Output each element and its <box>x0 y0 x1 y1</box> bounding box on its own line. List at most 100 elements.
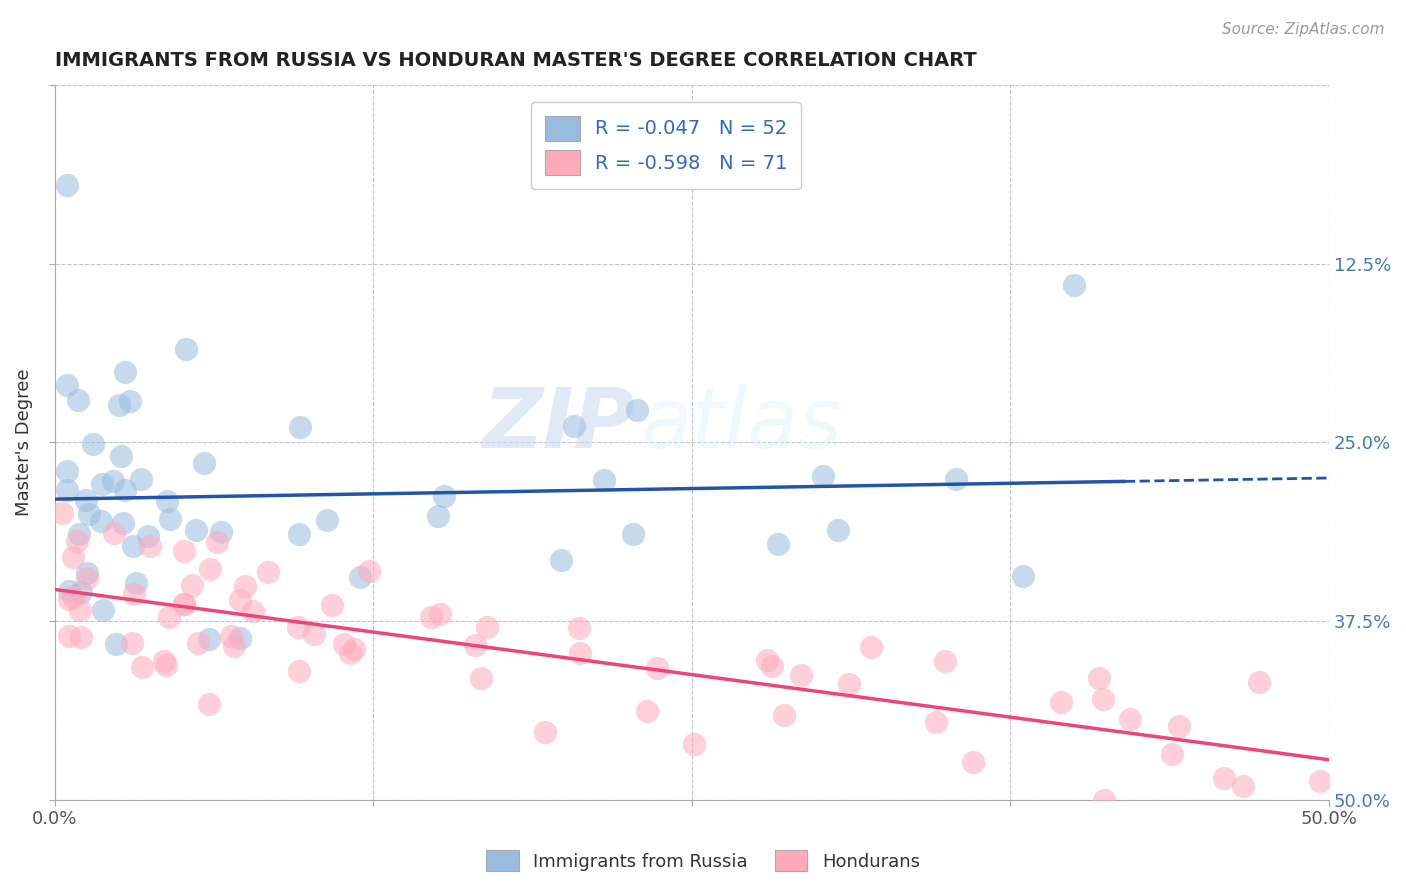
Point <box>756 653 779 667</box>
Point <box>75 493 97 508</box>
Point <box>1119 712 1142 726</box>
Point <box>429 607 451 621</box>
Point <box>343 642 366 657</box>
Point <box>1012 569 1035 583</box>
Point <box>761 659 783 673</box>
Point <box>70 630 93 644</box>
Point <box>470 672 492 686</box>
Point <box>66 534 89 549</box>
Legend: Immigrants from Russia, Hondurans: Immigrants from Russia, Hondurans <box>479 843 927 879</box>
Point <box>925 714 948 729</box>
Point <box>229 631 252 645</box>
Point <box>316 513 339 527</box>
Point <box>93 603 115 617</box>
Point <box>56 178 79 193</box>
Point <box>420 610 443 624</box>
Point <box>103 474 125 488</box>
Point <box>1063 278 1085 293</box>
Point <box>1088 671 1111 685</box>
Point <box>427 509 450 524</box>
Point <box>76 566 98 581</box>
Y-axis label: Master's Degree: Master's Degree <box>15 368 32 516</box>
Point <box>77 507 100 521</box>
Point <box>1309 773 1331 788</box>
Point <box>827 523 849 537</box>
Point <box>120 394 142 409</box>
Point <box>945 471 967 485</box>
Point <box>198 698 221 712</box>
Point <box>772 707 794 722</box>
Point <box>114 483 136 498</box>
Point <box>233 579 256 593</box>
Point <box>187 636 209 650</box>
Point <box>1092 692 1115 706</box>
Point <box>110 449 132 463</box>
Point <box>768 537 790 551</box>
Point <box>205 535 228 549</box>
Point <box>860 640 883 654</box>
Point <box>131 659 153 673</box>
Text: IMMIGRANTS FROM RUSSIA VS HONDURAN MASTER'S DEGREE CORRELATION CHART: IMMIGRANTS FROM RUSSIA VS HONDURAN MASTE… <box>55 51 976 70</box>
Point <box>550 553 572 567</box>
Point <box>229 592 252 607</box>
Point <box>224 639 246 653</box>
Point <box>51 506 73 520</box>
Point <box>302 626 325 640</box>
Point <box>159 511 181 525</box>
Text: ZIP: ZIP <box>482 384 634 465</box>
Point <box>1092 792 1115 806</box>
Point <box>621 526 644 541</box>
Point <box>287 619 309 633</box>
Point <box>136 529 159 543</box>
Point <box>1232 779 1254 793</box>
Point <box>209 525 232 540</box>
Point <box>173 597 195 611</box>
Point <box>321 598 343 612</box>
Point <box>349 570 371 584</box>
Point <box>155 658 177 673</box>
Point <box>66 392 89 407</box>
Point <box>157 610 180 624</box>
Point <box>339 646 361 660</box>
Point <box>58 584 80 599</box>
Point <box>153 654 176 668</box>
Point <box>193 456 215 470</box>
Point <box>242 604 264 618</box>
Point <box>198 562 221 576</box>
Point <box>184 523 207 537</box>
Point <box>569 646 592 660</box>
Point <box>70 585 93 599</box>
Point <box>62 591 84 605</box>
Point <box>76 571 98 585</box>
Point <box>257 565 280 579</box>
Point <box>645 661 668 675</box>
Point <box>173 597 195 611</box>
Point <box>288 420 311 434</box>
Point <box>121 636 143 650</box>
Point <box>174 342 197 356</box>
Point <box>1249 674 1271 689</box>
Point <box>112 516 135 531</box>
Point <box>122 587 145 601</box>
Point <box>91 477 114 491</box>
Point <box>181 578 204 592</box>
Text: atlas: atlas <box>641 384 842 465</box>
Point <box>288 664 311 678</box>
Point <box>811 469 834 483</box>
Point <box>69 602 91 616</box>
Point <box>568 622 591 636</box>
Point <box>475 620 498 634</box>
Point <box>156 494 179 508</box>
Point <box>288 526 311 541</box>
Point <box>108 398 131 412</box>
Point <box>534 725 557 739</box>
Point <box>58 592 80 607</box>
Point <box>636 704 658 718</box>
Point <box>90 515 112 529</box>
Point <box>67 526 90 541</box>
Point <box>790 667 813 681</box>
Point <box>122 539 145 553</box>
Point <box>359 565 381 579</box>
Point <box>593 473 616 487</box>
Point <box>56 378 79 392</box>
